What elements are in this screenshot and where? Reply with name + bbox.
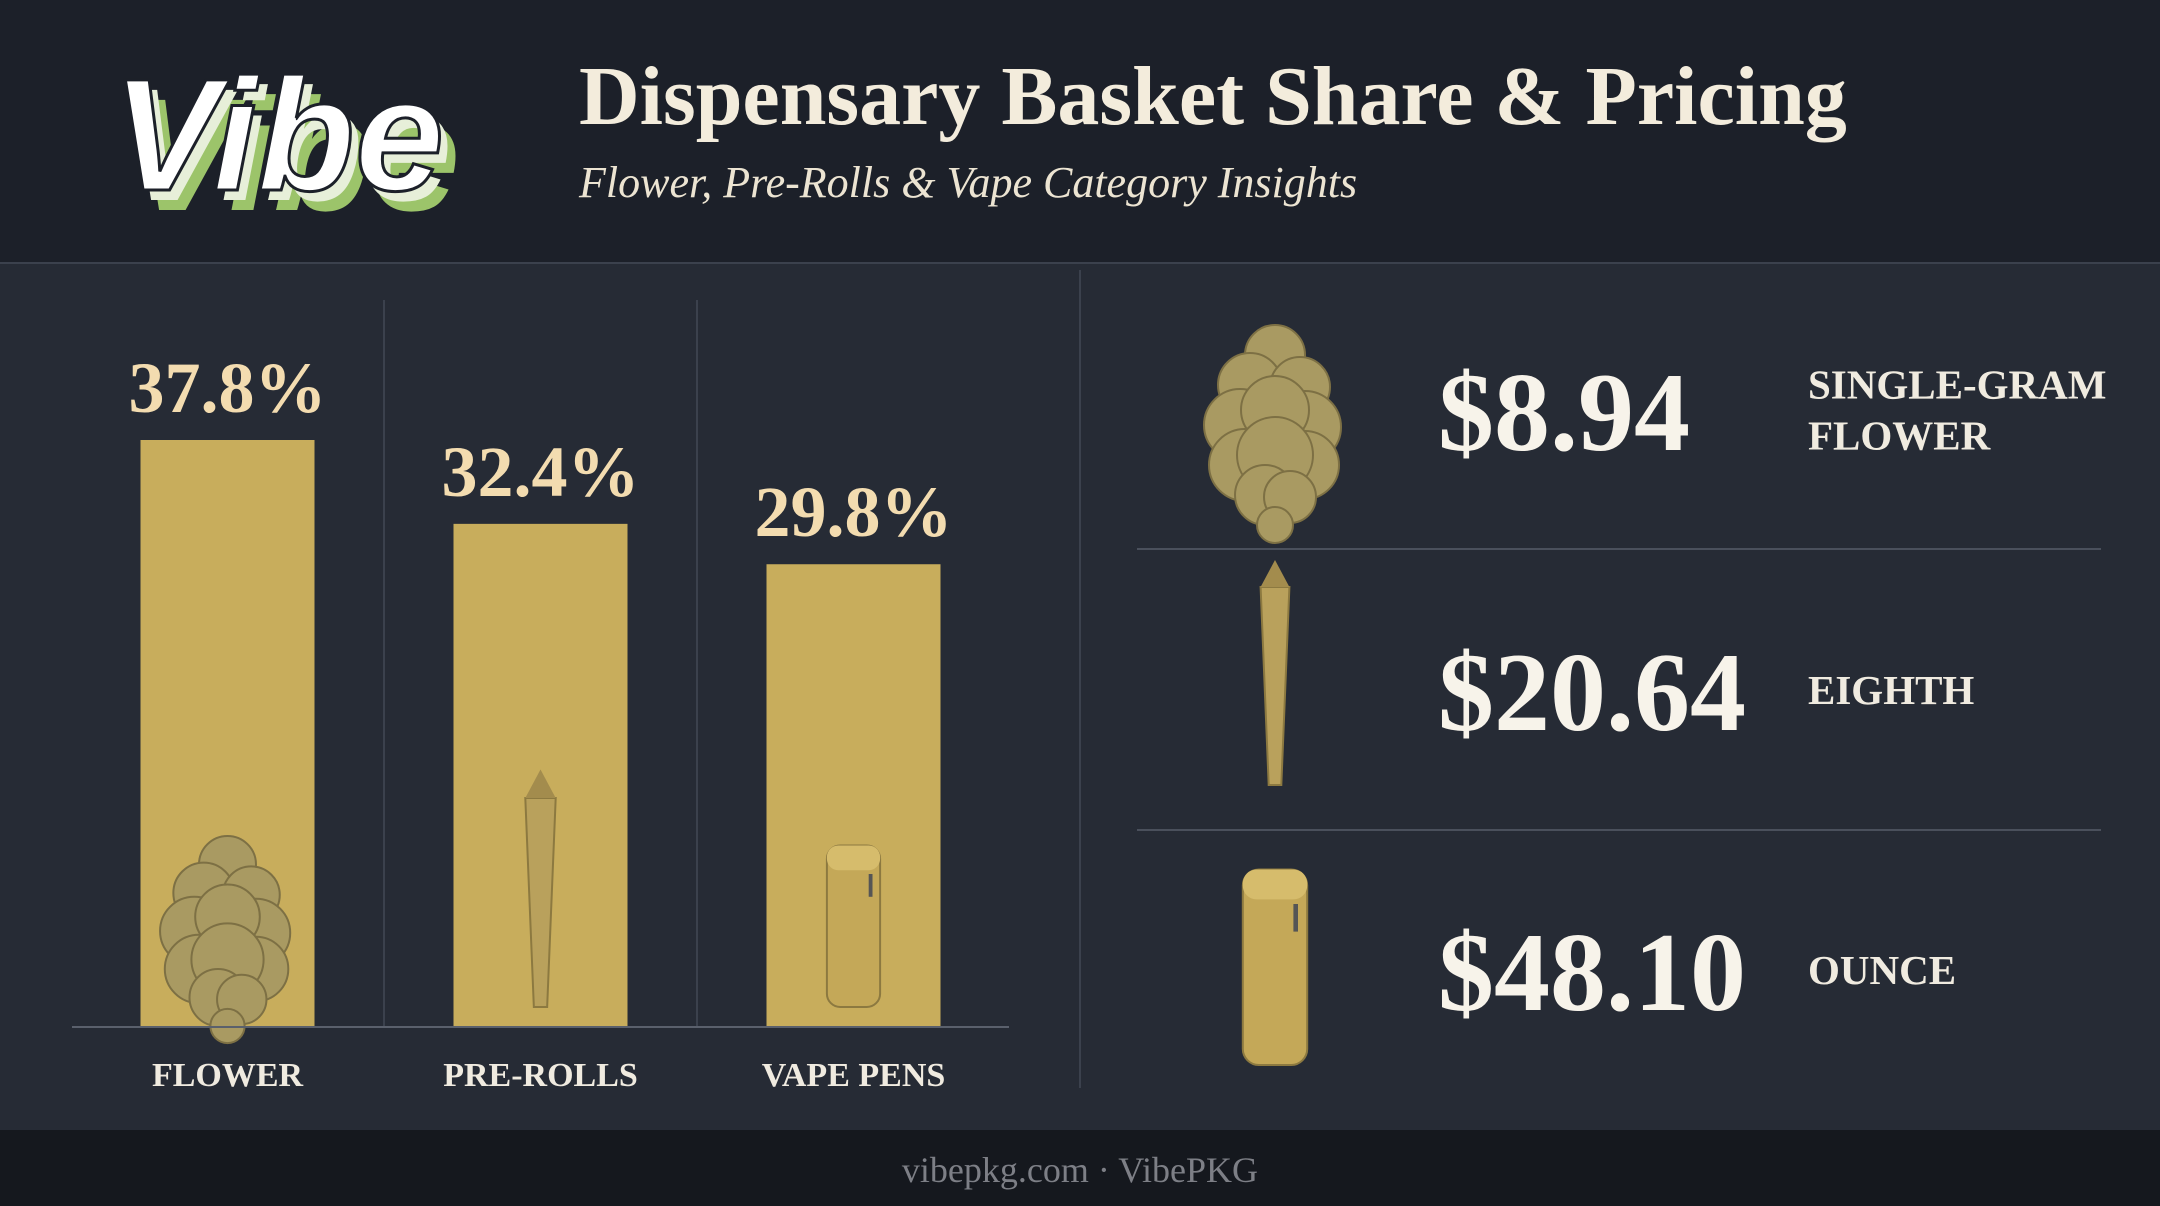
cone-body (1259, 586, 1291, 786)
price-label: OUNCE (1808, 947, 1956, 993)
header-band (0, 0, 2160, 262)
logo-shadow: Vibe (120, 55, 452, 234)
vape-cap (826, 845, 881, 871)
logo-text: Vibe (112, 45, 444, 224)
category-label: FLOWER (152, 1057, 304, 1094)
value-label: 32.4% (442, 432, 640, 512)
cone-icon (1259, 560, 1291, 786)
bud-icon (1203, 324, 1342, 544)
vape-cap (1242, 869, 1308, 900)
vape-icon (1241, 868, 1309, 1066)
value-label: 29.8% (755, 472, 953, 552)
vape-icon (825, 844, 882, 1008)
price-label: EIGHTH (1808, 667, 1974, 713)
category-label: PRE-ROLLS (443, 1057, 638, 1094)
price: $8.94 (1438, 351, 1690, 475)
cone-tip (525, 769, 556, 798)
subtitle: Flower, Pre-Rolls & Vape Category Insigh… (578, 158, 1357, 207)
title: Dispensary Basket Share & Pricing (579, 50, 1847, 143)
price-label: SINGLE-GRAM (1808, 362, 2106, 408)
price: $48.10 (1438, 911, 1746, 1035)
vape-slot (1293, 904, 1298, 932)
bud-part (1256, 506, 1294, 544)
bud-icon (159, 835, 292, 1045)
cone-tip (1260, 560, 1290, 587)
footer-band (0, 1130, 2160, 1206)
logo-shadow: Vibe (128, 65, 460, 244)
value-label: 37.8% (129, 348, 327, 428)
price-label: FLOWER (1808, 413, 1991, 459)
footer-text: vibepkg.com · VibePKG (902, 1150, 1258, 1190)
cone-icon (524, 769, 557, 1008)
vape-slot (868, 874, 873, 897)
logo: Vibe Vibe Vibe (111, 44, 460, 245)
category-label: VAPE PENS (762, 1057, 946, 1094)
price: $20.64 (1438, 631, 1746, 755)
